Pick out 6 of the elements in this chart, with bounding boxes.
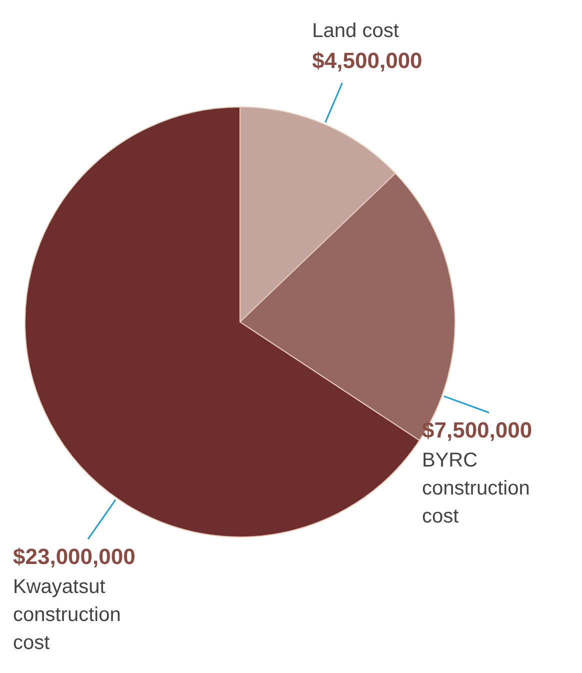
data-label: $4,500,000 xyxy=(312,48,422,73)
slice-label: Land cost xyxy=(312,20,400,42)
data-label: $7,500,000 xyxy=(422,418,532,443)
slice-label: Kwayatsut construction cost xyxy=(13,576,121,654)
slice-label: BYRC construction cost xyxy=(422,450,530,528)
data-label: $23,000,000 xyxy=(13,544,136,570)
